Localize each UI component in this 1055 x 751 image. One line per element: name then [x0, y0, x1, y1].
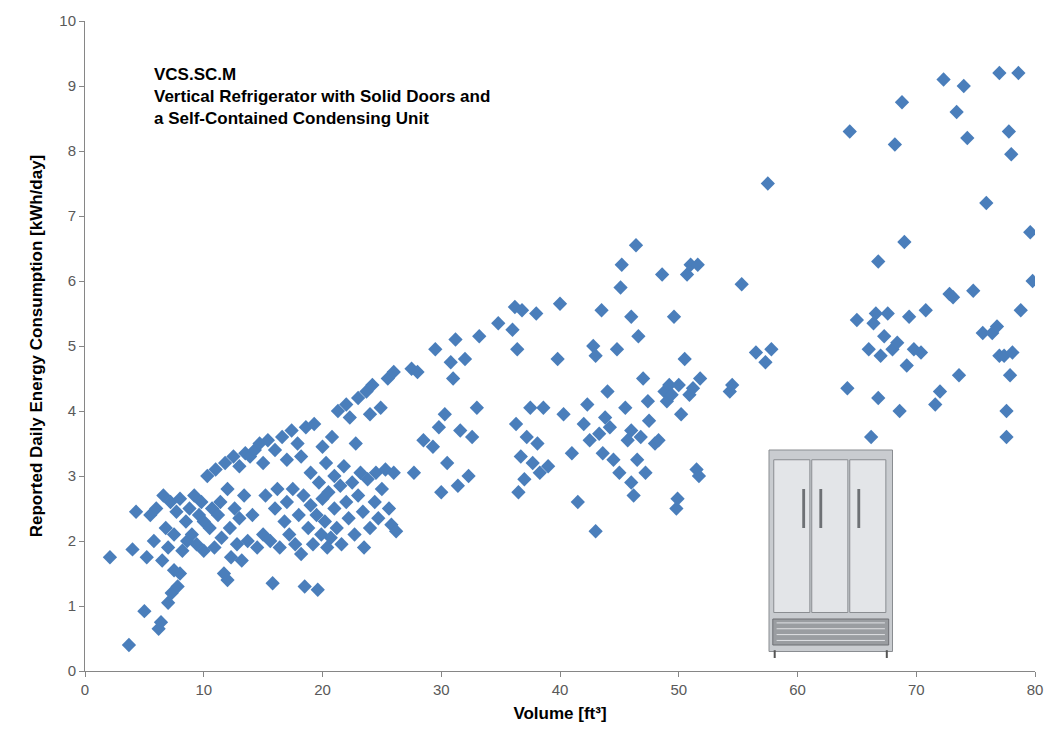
svg-text:10: 10: [59, 12, 76, 29]
svg-text:0: 0: [81, 681, 89, 698]
svg-text:7: 7: [68, 207, 76, 224]
svg-text:3: 3: [68, 467, 76, 484]
svg-text:70: 70: [908, 681, 925, 698]
svg-text:40: 40: [552, 681, 569, 698]
svg-text:10: 10: [195, 681, 212, 698]
svg-text:9: 9: [68, 77, 76, 94]
svg-text:1: 1: [68, 597, 76, 614]
svg-text:VCS.SC.MVertical Refrigerator: VCS.SC.MVertical Refrigerator with Solid…: [154, 65, 490, 128]
svg-text:5: 5: [68, 337, 76, 354]
svg-text:2: 2: [68, 532, 76, 549]
svg-text:20: 20: [314, 681, 331, 698]
svg-text:60: 60: [789, 681, 806, 698]
svg-text:0: 0: [68, 662, 76, 679]
svg-text:8: 8: [68, 142, 76, 159]
svg-text:50: 50: [670, 681, 687, 698]
svg-text:4: 4: [68, 402, 76, 419]
svg-text:Reported Daily Energy Consumpt: Reported Daily Energy Consumption [kWh/d…: [27, 155, 46, 538]
svg-text:6: 6: [68, 272, 76, 289]
svg-text:80: 80: [1027, 681, 1044, 698]
svg-text:Volume [ft³]: Volume [ft³]: [513, 704, 606, 723]
svg-text:30: 30: [433, 681, 450, 698]
